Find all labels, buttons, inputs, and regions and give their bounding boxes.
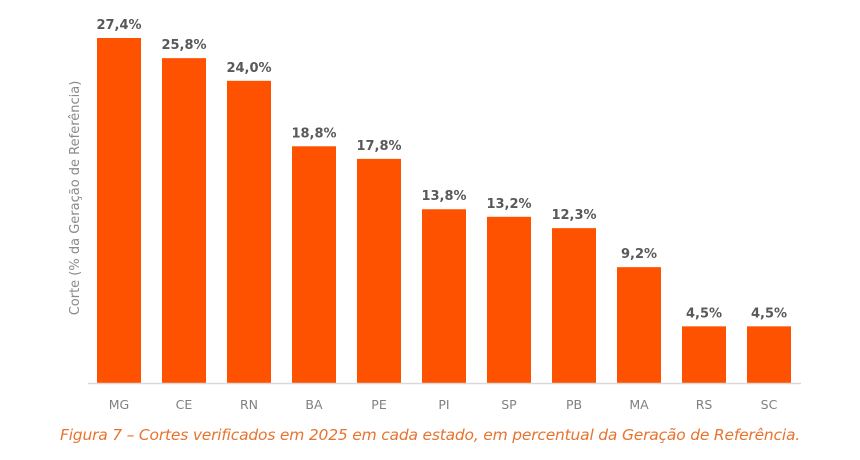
value-label-sc: 4,5% — [751, 306, 787, 321]
value-label-mg: 27,4% — [96, 18, 141, 33]
bar-pe — [357, 158, 401, 383]
value-label-ba: 18,8% — [291, 126, 336, 141]
x-tick-label-ba: BA — [305, 397, 323, 412]
value-label-ma: 9,2% — [621, 247, 657, 262]
x-tick-label-mg: MG — [109, 397, 129, 412]
bar-ba — [292, 146, 336, 383]
y-axis-label: Corte (% da Geração de Referência) — [68, 81, 83, 316]
x-tick-label-pi: PI — [438, 397, 449, 412]
bar-rs — [682, 326, 726, 383]
x-tick-label-rs: RS — [696, 397, 713, 412]
bar-rn — [227, 80, 271, 384]
x-tick-label-ma: MA — [629, 397, 649, 412]
value-label-pi: 13,8% — [421, 189, 466, 204]
x-tick-label-ce: CE — [176, 397, 193, 412]
value-label-sp: 13,2% — [486, 197, 531, 212]
x-tick-label-rn: RN — [240, 397, 258, 412]
bar-sp — [487, 216, 531, 383]
x-tick-labels-group: MG CE RN BA PE PI SP PB MA RS SC — [109, 397, 778, 412]
x-tick-label-sc: SC — [761, 397, 778, 412]
value-label-pb: 12,3% — [551, 208, 596, 223]
x-tick-label-pb: PB — [566, 397, 582, 412]
bar-chart: Corte (% da Geração de Referência) 27,4%… — [68, 18, 801, 412]
bars-group — [97, 38, 791, 384]
bar-ma — [617, 267, 661, 383]
bar-pb — [552, 228, 596, 383]
value-label-rs: 4,5% — [686, 306, 722, 321]
x-tick-label-sp: SP — [501, 397, 517, 412]
figure-caption: Figura 7 – Cortes verificados em 2025 em… — [59, 426, 800, 444]
bar-sc — [747, 326, 791, 383]
bar-pi — [422, 209, 466, 383]
x-tick-label-pe: PE — [371, 397, 387, 412]
bar-mg — [97, 38, 141, 383]
value-label-pe: 17,8% — [356, 139, 401, 154]
bar-ce — [162, 58, 206, 383]
value-labels-group: 27,4% 25,8% 24,0% 18,8% 17,8% 13,8% 13,2% 12,3%… — [96, 18, 787, 321]
value-label-ce: 25,8% — [161, 38, 206, 53]
value-label-rn: 24,0% — [226, 61, 271, 76]
